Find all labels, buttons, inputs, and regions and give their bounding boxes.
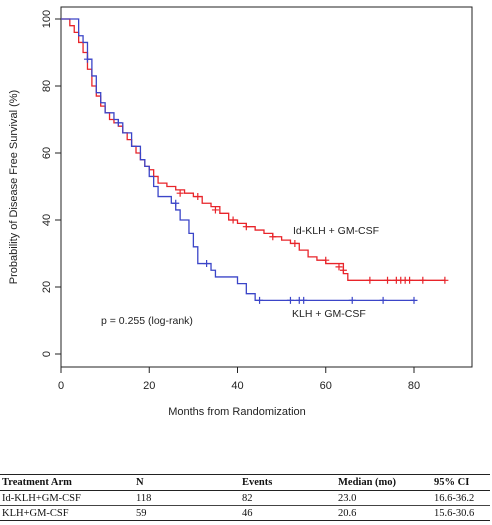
censor-mark xyxy=(286,296,294,304)
header-median: Median (mo) xyxy=(336,474,432,491)
header-events: Events xyxy=(240,474,336,491)
plot-frame xyxy=(60,6,473,368)
x-tick-label: 60 xyxy=(320,380,332,392)
censor-mark xyxy=(211,206,219,214)
y-tick-label: 0 xyxy=(41,351,53,357)
y-tick-label: 100 xyxy=(41,10,53,28)
cell-n: 59 xyxy=(134,505,240,521)
cell-n: 118 xyxy=(134,490,240,506)
header-treatment-arm: Treatment Arm xyxy=(0,474,134,491)
header-n: N xyxy=(134,474,240,491)
censor-mark xyxy=(114,119,122,127)
censor-mark xyxy=(379,296,387,304)
series-label-idklh: Id-KLH + GM-CSF xyxy=(293,225,379,237)
x-tick-label: 40 xyxy=(231,380,243,392)
censor-mark xyxy=(366,276,374,284)
x-tick-label: 20 xyxy=(143,380,155,392)
x-tick-label: 80 xyxy=(408,380,420,392)
censor-mark xyxy=(291,239,299,247)
censor-mark xyxy=(335,263,343,271)
censor-mark xyxy=(410,296,418,304)
series-label-klh: KLH + GM-CSF xyxy=(292,308,366,320)
censor-mark xyxy=(441,276,449,284)
censor-mark xyxy=(242,223,250,231)
cell-arm: Id-KLH+GM-CSF xyxy=(0,490,134,506)
censor-mark xyxy=(83,55,91,63)
pvalue-annotation: p = 0.255 (log-rank) xyxy=(101,315,193,327)
censor-mark xyxy=(203,260,211,268)
series-layer xyxy=(61,18,449,304)
censor-mark xyxy=(419,276,427,284)
censor-mark xyxy=(406,276,414,284)
series-klh-line xyxy=(61,18,414,302)
censor-mark xyxy=(300,296,308,304)
x-axis-label: Months from Randomization xyxy=(168,406,306,418)
x-tick-label: 0 xyxy=(58,380,64,392)
cell-events: 82 xyxy=(240,490,336,506)
cell-median: 23.0 xyxy=(336,490,432,506)
y-tick-label: 60 xyxy=(41,147,53,159)
censor-mark xyxy=(172,199,180,207)
censor-mark xyxy=(256,296,264,304)
censor-mark xyxy=(384,276,392,284)
summary-table: Treatment Arm N Events Median (mo) 95% C… xyxy=(0,474,490,521)
y-tick-label: 20 xyxy=(41,281,53,293)
table-row: KLH+GM-CSF 59 46 20.6 15.6-30.6 xyxy=(0,505,490,521)
y-axis: 0 20 40 60 80 100 xyxy=(41,10,61,357)
cell-ci: 16.6-36.2 xyxy=(432,490,490,506)
censor-mark xyxy=(322,256,330,264)
series-idklh-line xyxy=(61,18,445,281)
y-tick-label: 80 xyxy=(41,80,53,92)
y-tick-label: 40 xyxy=(41,214,53,226)
censor-mark xyxy=(339,266,347,274)
cell-events: 46 xyxy=(240,505,336,521)
censor-mark xyxy=(176,189,184,197)
table-header-row: Treatment Arm N Events Median (mo) 95% C… xyxy=(0,474,490,491)
cell-ci: 15.6-30.6 xyxy=(432,505,490,521)
censor-mark xyxy=(269,233,277,241)
table-row: Id-KLH+GM-CSF 118 82 23.0 16.6-36.2 xyxy=(0,490,490,506)
header-ci: 95% CI xyxy=(432,474,490,491)
censor-mark xyxy=(229,216,237,224)
cell-median: 20.6 xyxy=(336,505,432,521)
censor-mark xyxy=(194,193,202,201)
x-axis: 0 20 40 60 80 xyxy=(58,367,420,392)
kaplan-meier-chart: 0 20 40 60 80 100 0 20 40 60 80 Probability of Di… xyxy=(8,6,473,418)
censor-mark xyxy=(348,296,356,304)
cell-arm: KLH+GM-CSF xyxy=(0,505,134,521)
y-axis-label: Probability of Disease Free Survival (%) xyxy=(8,90,20,284)
